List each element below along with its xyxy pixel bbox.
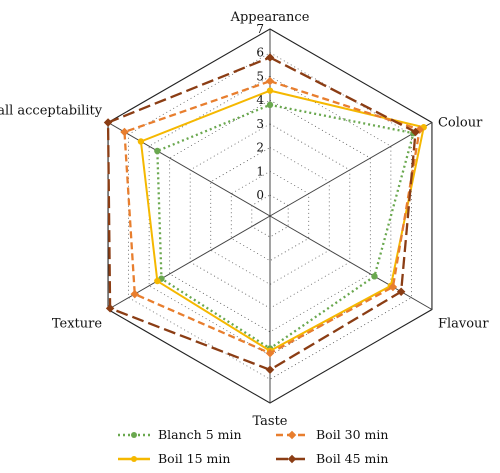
point-boil-45-min-texture: [105, 304, 115, 313]
axis-label-taste: Taste: [252, 414, 287, 429]
tick-label-0: 0: [256, 188, 264, 202]
axis-label-colour: Colour: [438, 116, 483, 131]
spoke-overall-acceptability: [107, 122, 271, 217]
axis-label-texture: Texture: [52, 317, 102, 332]
series-blanch-5-min: [154, 101, 417, 352]
point-boil-45-min-colour: [411, 127, 420, 137]
radar-axis-labels: Appearance Colour Flavour Taste Texture Overa…: [0, 10, 489, 429]
legend-label-boil-30-min: Boil 30 min: [316, 427, 388, 442]
legend-item-boil-45-min: Boil 45 min: [276, 451, 388, 466]
point-blanch-5-min-appearance: [266, 101, 274, 109]
axis-label-overall-acceptability: Overall acceptability: [0, 104, 103, 119]
tick-label-4: 4: [256, 93, 264, 107]
tick-label-7: 7: [256, 22, 264, 36]
axis-label-flavour: Flavour: [438, 317, 489, 332]
series-line-blanch-5-min: [156, 103, 415, 350]
point-boil-30-min-flavour: [388, 282, 398, 292]
point-boil-30-min-taste: [265, 348, 275, 358]
radar-tick-labels: 0 1 2 3 4 5 6 7: [256, 22, 264, 202]
tick-label-3: 3: [256, 117, 264, 131]
point-boil-30-min-appearance: [265, 76, 275, 86]
legend-item-boil-30-min: Boil 30 min: [276, 427, 388, 442]
legend-marker-boil-30-min: [287, 430, 297, 440]
legend-item-boil-15-min: Boil 15 min: [118, 451, 230, 466]
point-blanch-5-min-overall-acceptability: [154, 147, 161, 155]
radar-series: [103, 53, 427, 375]
point-boil-45-min-appearance: [265, 53, 275, 62]
tick-label-1: 1: [256, 164, 264, 178]
legend-marker-blanch-5-min: [131, 432, 137, 438]
series-boil-30-min: [120, 76, 424, 358]
point-boil-45-min-taste: [265, 365, 275, 375]
legend-label-blanch-5-min: Blanch 5 min: [158, 427, 242, 442]
point-boil-30-min-texture: [130, 289, 139, 299]
series-boil-45-min: [103, 53, 420, 375]
point-boil-30-min-overall-acceptability: [120, 127, 129, 137]
legend: Blanch 5 min Boil 15 min Boil 30 min Boi…: [118, 427, 388, 466]
series-line-boil-15-min: [139, 89, 425, 352]
spoke-flavour: [269, 215, 433, 310]
tick-label-6: 6: [256, 46, 264, 60]
point-boil-15-min-overall-acceptability: [137, 138, 145, 145]
point-boil-15-min-appearance: [266, 87, 274, 94]
tick-label-2: 2: [256, 141, 264, 155]
legend-marker-boil-45-min: [287, 454, 297, 464]
tick-label-5: 5: [256, 69, 264, 83]
point-boil-45-min-overall-acceptability: [103, 118, 113, 127]
spoke-colour: [269, 122, 433, 217]
point-blanch-5-min-flavour: [371, 273, 378, 280]
legend-marker-boil-15-min: [131, 456, 137, 462]
legend-label-boil-15-min: Boil 15 min: [158, 451, 230, 466]
legend-label-boil-45-min: Boil 45 min: [316, 451, 388, 466]
axis-label-appearance: Appearance: [230, 10, 310, 25]
point-boil-45-min-flavour: [396, 287, 406, 296]
legend-item-blanch-5-min: Blanch 5 min: [118, 427, 242, 442]
point-boil-15-min-texture: [154, 277, 161, 285]
